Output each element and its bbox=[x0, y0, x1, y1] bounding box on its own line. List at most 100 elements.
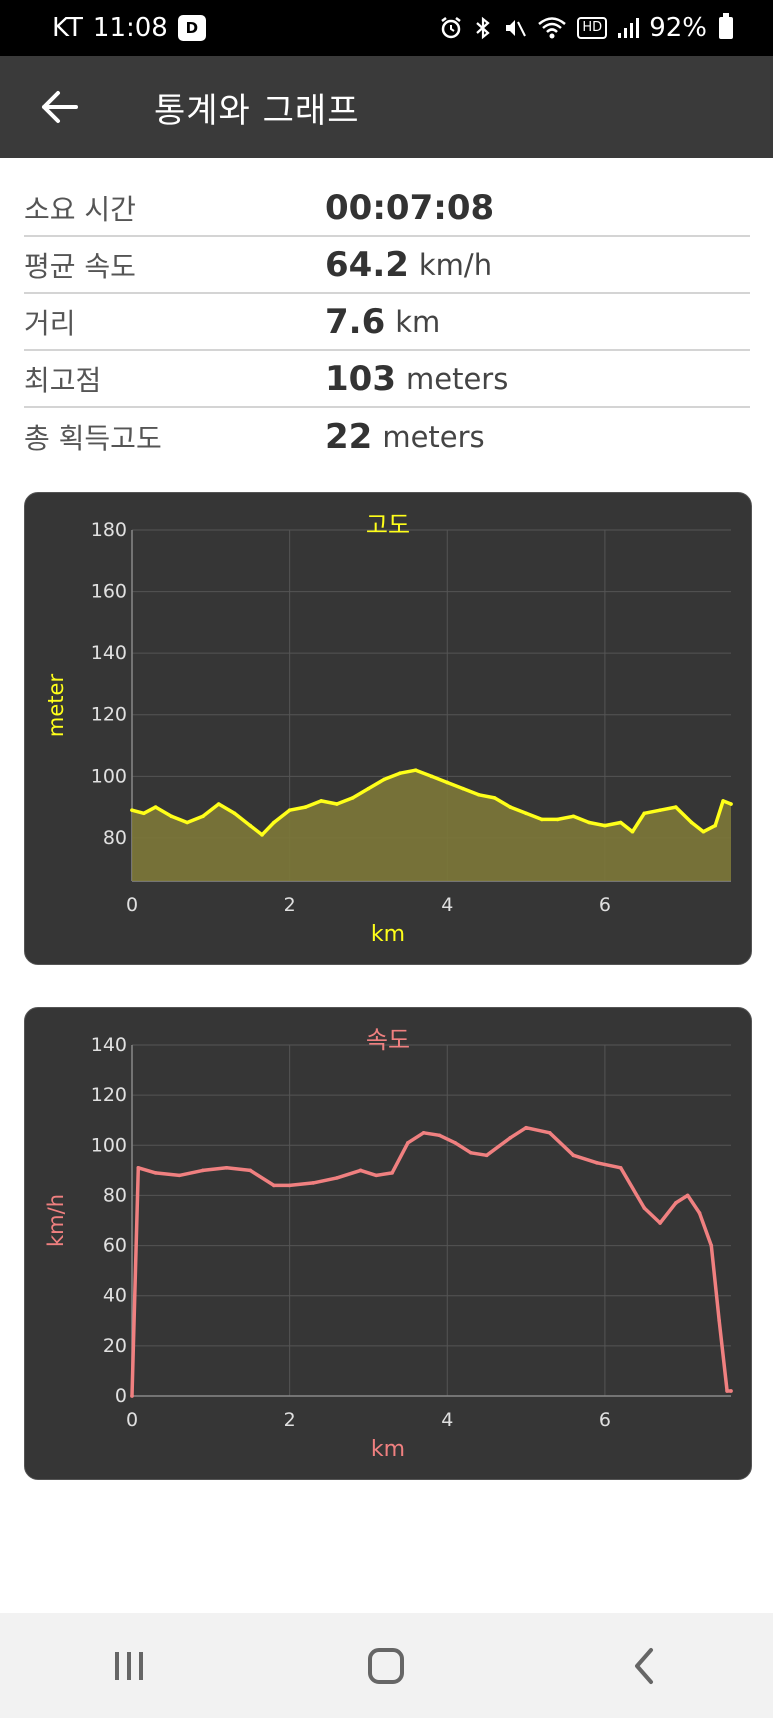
data-point bbox=[319, 799, 323, 803]
data-point bbox=[658, 1221, 662, 1225]
data-point bbox=[587, 820, 591, 825]
back-icon bbox=[635, 1647, 654, 1684]
app-bar: 통계와 그래프 bbox=[0, 56, 773, 158]
status-bar-left: KT 11:08 D bbox=[52, 13, 206, 43]
data-point bbox=[729, 1389, 733, 1393]
stat-row-distance: 거리 7.6 km bbox=[24, 294, 750, 351]
hd-voice-icon: HD bbox=[577, 17, 608, 39]
speed-chart-card: 0 20 40 60 80 100 120 140 0 2 4 6 속도 km km/h bbox=[24, 1007, 752, 1480]
back-arrow-button[interactable] bbox=[28, 76, 90, 138]
x-tick-label: 4 bbox=[441, 1409, 453, 1431]
data-point bbox=[445, 780, 450, 785]
x-tick-label: 6 bbox=[599, 894, 611, 916]
data-point bbox=[413, 768, 418, 772]
y-tick-label: 80 bbox=[103, 827, 127, 849]
data-point bbox=[717, 1318, 721, 1323]
speed-chart: 0 20 40 60 80 100 120 140 0 2 4 6 속도 km km/h bbox=[44, 1026, 733, 1462]
data-point bbox=[713, 823, 718, 828]
data-point bbox=[492, 796, 497, 800]
y-tick-label: 100 bbox=[91, 1134, 127, 1156]
wifi-icon bbox=[537, 16, 567, 40]
data-point bbox=[224, 1166, 229, 1170]
data-point bbox=[216, 802, 221, 806]
data-point bbox=[177, 1173, 182, 1178]
data-point bbox=[374, 1173, 379, 1178]
y-tick-label: 180 bbox=[91, 519, 127, 541]
data-point bbox=[335, 1176, 339, 1180]
data-point bbox=[437, 1133, 442, 1138]
stat-unit: meters bbox=[382, 419, 485, 454]
data-point bbox=[287, 808, 292, 812]
data-point bbox=[406, 1140, 410, 1145]
data-point bbox=[272, 820, 276, 825]
stat-label: 총 획득고도 bbox=[24, 421, 162, 455]
data-point bbox=[540, 817, 544, 822]
y-tick-label: 100 bbox=[91, 765, 127, 787]
home-button[interactable] bbox=[341, 1631, 431, 1701]
data-point bbox=[366, 786, 371, 791]
stat-row-avg-speed: 평균 속도 64.2 km/h bbox=[24, 237, 750, 294]
x-axis-label: km bbox=[371, 1437, 405, 1462]
data-point bbox=[725, 1389, 729, 1393]
stat-row-duration: 소요 시간 00:07:08 bbox=[24, 180, 750, 237]
data-point bbox=[508, 1135, 513, 1140]
data-point bbox=[618, 820, 623, 825]
data-point bbox=[555, 817, 560, 822]
x-tick-label: 2 bbox=[284, 1409, 296, 1431]
y-tick-label: 140 bbox=[91, 642, 127, 664]
data-point bbox=[721, 799, 725, 803]
data-point bbox=[461, 786, 465, 791]
data-point bbox=[453, 1140, 457, 1145]
data-point bbox=[287, 1183, 292, 1188]
stat-unit: km bbox=[395, 304, 441, 339]
battery-icon bbox=[719, 13, 733, 39]
data-point bbox=[232, 811, 237, 816]
y-tick-label: 80 bbox=[103, 1184, 127, 1206]
data-point bbox=[201, 1168, 205, 1173]
back-arrow-icon bbox=[42, 91, 78, 123]
recents-button[interactable] bbox=[84, 1631, 174, 1701]
y-tick-label: 0 bbox=[115, 1385, 127, 1407]
data-point bbox=[429, 774, 434, 779]
stat-unit: km/h bbox=[418, 247, 493, 282]
stats-table: 소요 시간 00:07:08 평균 속도 64.2 km/h 거리 7.6 km… bbox=[24, 180, 750, 465]
status-bar: KT 11:08 D HD 92% bbox=[0, 0, 773, 56]
home-icon bbox=[368, 1647, 405, 1684]
series-area bbox=[132, 770, 731, 881]
data-point bbox=[658, 808, 662, 812]
stat-row-elevation-gain: 총 획득고도 22 meters bbox=[24, 408, 750, 465]
data-point bbox=[642, 811, 647, 816]
series-line bbox=[130, 768, 733, 837]
recents-icon bbox=[114, 1651, 143, 1680]
y-axis-label: meter bbox=[44, 674, 68, 738]
data-point bbox=[508, 805, 513, 809]
stat-row-max-altitude: 최고점 103 meters bbox=[24, 351, 750, 408]
system-nav-bar bbox=[0, 1613, 773, 1718]
data-point bbox=[382, 777, 387, 782]
bluetooth-icon bbox=[473, 16, 493, 40]
y-tick-label: 160 bbox=[91, 581, 127, 603]
data-point bbox=[729, 802, 733, 806]
stat-value: 22 bbox=[325, 416, 373, 457]
data-point bbox=[618, 1166, 623, 1170]
data-point bbox=[130, 808, 134, 812]
carrier-label: KT bbox=[52, 13, 83, 43]
stat-label: 거리 bbox=[24, 306, 76, 340]
data-point bbox=[153, 1171, 158, 1175]
x-axis-label: km bbox=[371, 922, 405, 947]
x-tick-label: 6 bbox=[599, 1409, 611, 1431]
data-point bbox=[674, 1201, 678, 1205]
data-point bbox=[248, 823, 253, 828]
page-title: 통계와 그래프 bbox=[154, 90, 360, 131]
y-tick-label: 120 bbox=[91, 704, 127, 726]
y-axis-label: km/h bbox=[44, 1194, 68, 1247]
data-point bbox=[358, 1168, 363, 1173]
data-point bbox=[709, 1243, 714, 1248]
data-point bbox=[421, 1130, 426, 1135]
stat-value: 7.6 bbox=[325, 301, 386, 342]
nav-back-button[interactable] bbox=[599, 1631, 689, 1701]
clock: 11:08 bbox=[92, 13, 168, 43]
data-point bbox=[476, 792, 481, 797]
data-point bbox=[398, 771, 402, 776]
data-point bbox=[153, 805, 158, 809]
